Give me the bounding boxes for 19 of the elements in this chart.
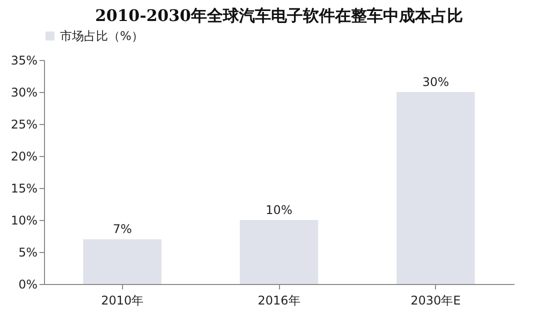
bar: [83, 239, 162, 284]
y-tick-label: 10%: [10, 214, 38, 228]
chart-title: 2010-2030年全球汽车电子软件在整车中成本占比: [95, 6, 463, 25]
data-label: 10%: [266, 203, 292, 217]
data-label: 7%: [112, 222, 132, 236]
y-tick-label: 15%: [10, 182, 38, 196]
bar: [240, 220, 318, 284]
y-tick-label: 0%: [18, 278, 38, 292]
x-tick-label: 2016年: [258, 294, 300, 308]
x-tick-label: 2030年E: [410, 294, 461, 308]
y-tick-label: 30%: [10, 86, 38, 100]
bar: [396, 92, 475, 284]
legend-label: 市场占比（%）: [60, 29, 144, 43]
x-tick-label: 2010年: [101, 294, 144, 308]
y-tick-label: 5%: [18, 246, 38, 260]
y-tick-label: 25%: [10, 118, 38, 132]
y-tick-label: 35%: [10, 54, 38, 68]
y-tick-label: 20%: [10, 150, 38, 164]
data-label: 30%: [422, 75, 450, 89]
